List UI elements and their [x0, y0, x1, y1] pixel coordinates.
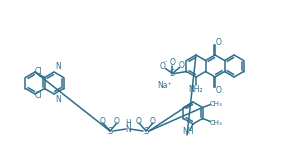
Text: O: O — [160, 62, 165, 71]
Text: Cl: Cl — [35, 90, 43, 99]
Text: O: O — [169, 58, 175, 67]
Text: S: S — [143, 127, 148, 136]
Text: N: N — [55, 62, 61, 71]
Text: H: H — [125, 119, 131, 128]
Text: S: S — [170, 69, 175, 78]
Text: O: O — [216, 85, 222, 95]
Text: N: N — [55, 95, 61, 104]
Text: NH₂: NH₂ — [189, 85, 203, 94]
Text: ⁻: ⁻ — [164, 61, 167, 66]
Text: O: O — [100, 117, 106, 126]
Text: Cl: Cl — [35, 66, 43, 76]
Text: CH₃: CH₃ — [209, 119, 222, 126]
Text: O: O — [178, 61, 184, 70]
Text: CH₃: CH₃ — [209, 100, 222, 106]
Text: S: S — [107, 127, 112, 136]
Text: N: N — [125, 124, 131, 133]
Text: NH: NH — [182, 128, 194, 137]
Text: O: O — [150, 117, 156, 126]
Text: O: O — [114, 117, 120, 126]
Text: O: O — [216, 38, 222, 47]
Text: O: O — [136, 117, 142, 126]
Text: Na⁺: Na⁺ — [157, 81, 172, 90]
